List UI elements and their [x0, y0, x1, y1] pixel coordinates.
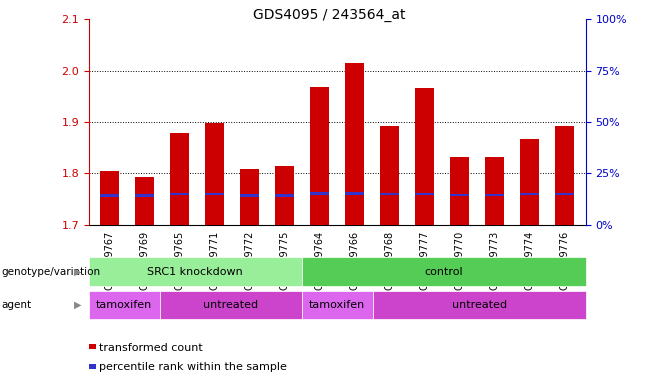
Bar — [310, 87, 330, 225]
Text: tamoxifen: tamoxifen — [309, 300, 365, 310]
Bar — [450, 194, 469, 196]
Text: tamoxifen: tamoxifen — [96, 300, 153, 310]
Text: control: control — [424, 266, 463, 277]
Bar — [380, 193, 399, 195]
Bar — [520, 193, 540, 195]
Bar — [520, 139, 540, 225]
Bar — [485, 194, 504, 196]
Bar — [275, 166, 294, 225]
Text: percentile rank within the sample: percentile rank within the sample — [99, 362, 288, 372]
Text: SRC1 knockdown: SRC1 knockdown — [147, 266, 243, 277]
Text: agent: agent — [1, 300, 32, 310]
Bar — [310, 192, 330, 195]
Bar — [135, 177, 155, 225]
Bar — [240, 169, 259, 225]
Bar — [275, 194, 294, 197]
Bar — [170, 193, 190, 195]
Bar — [380, 126, 399, 225]
Bar — [170, 133, 190, 225]
Text: genotype/variation: genotype/variation — [1, 266, 101, 277]
Text: untreated: untreated — [203, 300, 259, 310]
Bar — [415, 88, 434, 225]
Text: ▶: ▶ — [74, 300, 82, 310]
Bar — [100, 194, 120, 197]
Text: ▶: ▶ — [74, 266, 82, 277]
Bar — [205, 124, 224, 225]
Bar — [485, 157, 504, 225]
Bar — [240, 194, 259, 197]
Text: transformed count: transformed count — [99, 343, 203, 353]
Bar — [205, 193, 224, 195]
Bar — [415, 193, 434, 195]
Bar — [345, 192, 365, 195]
Bar — [450, 157, 469, 225]
Bar — [555, 126, 574, 225]
Bar — [100, 171, 120, 225]
Text: GDS4095 / 243564_at: GDS4095 / 243564_at — [253, 8, 405, 22]
Bar — [555, 193, 574, 195]
Text: untreated: untreated — [451, 300, 507, 310]
Bar — [345, 63, 365, 225]
Bar — [135, 194, 155, 197]
